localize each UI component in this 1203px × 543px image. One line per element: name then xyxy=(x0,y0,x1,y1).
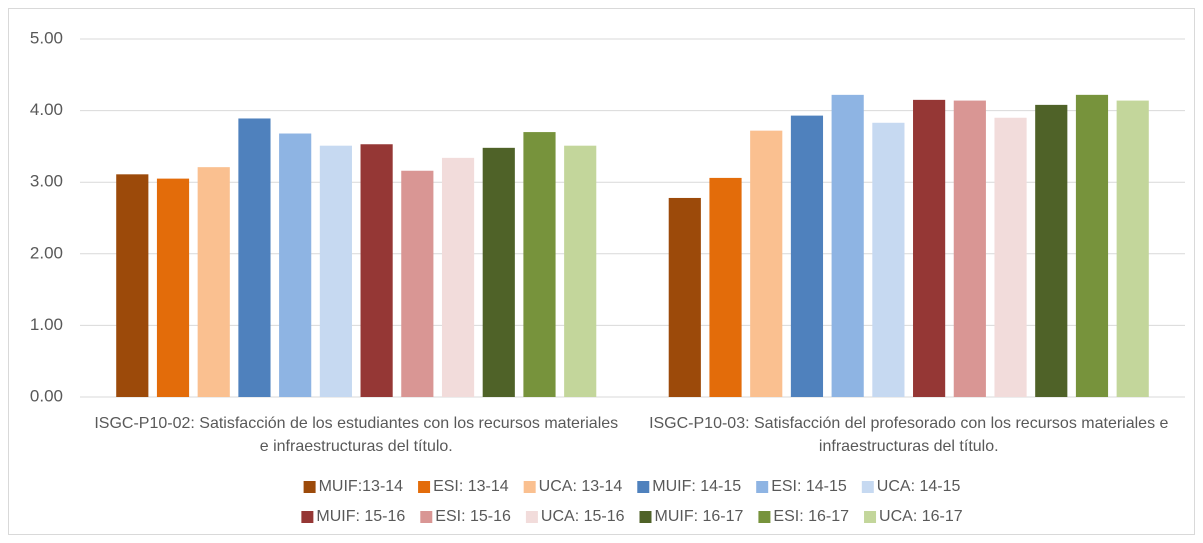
legend-swatch xyxy=(301,511,314,523)
legend-label: UCA: 13-14 xyxy=(539,478,623,495)
bar xyxy=(872,122,905,397)
legend-swatch xyxy=(523,481,536,493)
bar xyxy=(523,132,556,397)
y-tick-label: 1.00 xyxy=(30,315,63,334)
x-tick-label-line: infraestructuras del título. xyxy=(819,438,999,455)
legend-swatch xyxy=(864,511,877,523)
legend-swatch xyxy=(525,511,538,523)
legend-item: MUIF: 14-15 xyxy=(637,478,741,495)
legend-label: UCA: 15-16 xyxy=(541,508,625,525)
legend-label: ESI: 13-14 xyxy=(433,478,509,495)
bar xyxy=(564,145,597,397)
bar xyxy=(279,133,312,397)
legend-label: MUIF: 14-15 xyxy=(652,478,741,495)
bar xyxy=(319,145,352,397)
bar xyxy=(401,170,434,397)
bar xyxy=(482,147,515,397)
legend-label: ESI: 14-15 xyxy=(771,478,847,495)
legend-item: ESI: 13-14 xyxy=(418,478,509,495)
legend-swatch xyxy=(418,481,431,493)
bar xyxy=(197,167,230,397)
legend-swatch xyxy=(861,481,874,493)
legend-swatch xyxy=(420,511,433,523)
legend-swatch xyxy=(639,511,652,523)
bar xyxy=(441,157,475,397)
legend-swatch xyxy=(756,481,769,493)
legend-item: UCA: 16-17 xyxy=(864,508,963,525)
bar xyxy=(913,99,946,398)
legend-label: MUIF: 16-17 xyxy=(655,508,744,525)
legend-item: MUIF:13-14 xyxy=(303,478,404,495)
bar xyxy=(750,130,783,397)
legend-item: UCA: 13-14 xyxy=(523,478,623,495)
y-tick-label: 3.00 xyxy=(30,172,63,191)
bar xyxy=(831,94,864,398)
bar xyxy=(116,174,149,397)
x-tick-label: ISGC-P10-03: Satisfacción del profesorad… xyxy=(649,415,1168,455)
legend-label: UCA: 16-17 xyxy=(879,508,963,525)
x-tick-label-line: ISGC-P10-02: Satisfacción de los estudia… xyxy=(94,415,618,432)
x-tick-label-line: ISGC-P10-03: Satisfacción del profesorad… xyxy=(649,415,1168,432)
x-tick-label-line: e infraestructuras del título. xyxy=(260,438,453,455)
y-tick-label: 2.00 xyxy=(30,243,63,262)
bar xyxy=(668,197,701,397)
legend-swatch xyxy=(303,481,316,493)
bar xyxy=(360,144,393,397)
legend-label: MUIF:13-14 xyxy=(319,478,404,495)
x-tick-label: ISGC-P10-02: Satisfacción de los estudia… xyxy=(94,415,618,455)
bar xyxy=(994,117,1027,397)
bar xyxy=(953,100,986,398)
legend-item: MUIF: 16-17 xyxy=(639,508,744,525)
bar xyxy=(1116,100,1149,398)
legend-item: MUIF: 15-16 xyxy=(301,508,405,525)
legend-item: UCA: 14-15 xyxy=(861,478,961,495)
legend-item: UCA: 15-16 xyxy=(525,508,625,525)
bar xyxy=(790,115,824,397)
bar xyxy=(238,118,271,397)
bar xyxy=(1075,94,1109,398)
legend-item: ESI: 15-16 xyxy=(420,508,511,525)
bar xyxy=(709,177,742,397)
legend-label: UCA: 14-15 xyxy=(877,478,961,495)
y-tick-label: 4.00 xyxy=(30,100,63,119)
legend-label: MUIF: 15-16 xyxy=(316,508,405,525)
y-tick-label: 0.00 xyxy=(30,386,63,405)
legend-item: ESI: 14-15 xyxy=(756,478,847,495)
legend-swatch xyxy=(758,511,771,523)
y-tick-label: 5.00 xyxy=(30,28,63,47)
legend-swatch xyxy=(637,481,650,493)
legend-label: ESI: 15-16 xyxy=(435,508,511,525)
bar xyxy=(1035,104,1068,397)
legend-label: ESI: 16-17 xyxy=(773,508,849,525)
legend-item: ESI: 16-17 xyxy=(758,508,849,525)
bar xyxy=(156,178,190,397)
